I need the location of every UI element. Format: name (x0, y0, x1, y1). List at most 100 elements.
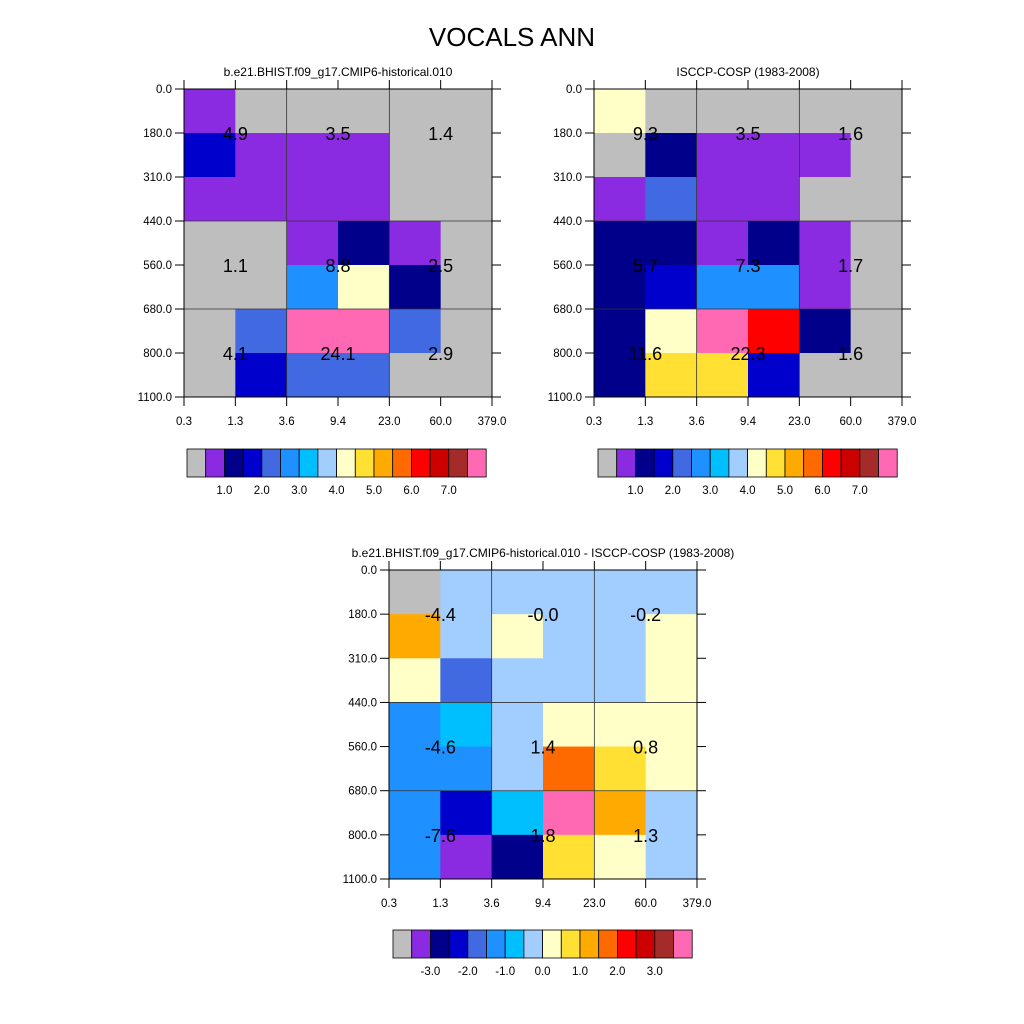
colorbar-label: 4.0 (740, 485, 756, 497)
group-value-label: 24.1 (320, 344, 355, 364)
heatmap-cell (645, 89, 698, 134)
colorbar-box (617, 929, 637, 959)
group-value-label: -4.6 (425, 738, 456, 758)
heatmap-cell (338, 264, 390, 310)
y-tick-label: 560.0 (348, 742, 377, 754)
heatmap-cell (645, 133, 698, 178)
colorbar-box (467, 448, 487, 478)
colorbar-label: 5.0 (777, 485, 793, 497)
heatmap-cell (440, 790, 493, 836)
heatmap-cell (748, 133, 800, 178)
heatmap-cell (594, 221, 646, 266)
heatmap-cell (440, 614, 493, 659)
colorbar-box (261, 448, 281, 478)
colorbar-box (784, 448, 805, 478)
heatmap-cell (850, 177, 903, 222)
colorbar-label: 4.0 (329, 485, 345, 497)
group-value-label: 1.7 (838, 256, 863, 276)
colorbar-label: 1.0 (572, 966, 588, 978)
heatmap-cell (645, 352, 698, 398)
heatmap-cell (184, 133, 236, 178)
group-value-label: 1.8 (530, 826, 555, 846)
heatmap-cell (440, 133, 493, 178)
colorbar-box (317, 448, 337, 478)
y-tick-label: 180.0 (348, 609, 377, 621)
colorbar-box (691, 448, 711, 478)
heatmap-cell (645, 614, 698, 659)
group-value-label: 4.9 (223, 124, 248, 144)
colorbar-label: 2.0 (609, 966, 625, 978)
y-tick-label: 1100.0 (138, 392, 172, 404)
group-value-label: 5.7 (633, 256, 658, 276)
heatmap-cell (440, 702, 493, 747)
colorbar-box (186, 448, 207, 478)
heatmap-cell (696, 352, 749, 398)
heatmap-cell (491, 702, 544, 747)
heatmap-cell (799, 309, 852, 354)
heatmap-cell (491, 790, 544, 836)
heatmap-cell (594, 570, 647, 615)
colorbar-box (410, 448, 431, 478)
heatmap-cell (645, 309, 698, 354)
y-tick-label: 440.0 (553, 216, 582, 228)
colorbar-box (653, 448, 674, 478)
heatmap-cell (491, 614, 544, 659)
colorbar: -3.0 -2.0 -1.0 0.0 1.0 2.0 3.0 (392, 929, 693, 978)
heatmap-cell (645, 264, 698, 310)
heatmap-cell (184, 177, 236, 222)
colorbar-box (859, 448, 879, 478)
heatmap-cell (594, 834, 647, 880)
colorbar-box (616, 448, 636, 478)
heatmap-cell (389, 221, 442, 266)
x-tick-label: 3.6 (689, 416, 705, 428)
colorbar-box (373, 448, 394, 478)
colorbar-label: 6.0 (403, 485, 419, 497)
heatmap-cell (338, 89, 390, 134)
heatmap-cell (645, 746, 698, 792)
heatmap-cell (235, 221, 288, 266)
colorbar-box (673, 929, 693, 959)
heatmap-cell (286, 309, 339, 354)
heatmap-cell (696, 89, 749, 134)
heatmap-cell (440, 746, 493, 792)
colorbar-label: -1.0 (495, 966, 515, 978)
colorbar-box (448, 448, 468, 478)
heatmap-cell (594, 702, 647, 747)
x-tick-label: 1.3 (432, 898, 448, 910)
x-tick-label: 379.0 (683, 898, 712, 910)
x-tick-label: 3.6 (279, 416, 295, 428)
colorbar-label: 3.0 (702, 485, 718, 497)
x-tick-label: 9.4 (740, 416, 757, 428)
panel-title: ISCCP-COSP (1983-2008) (676, 65, 819, 79)
y-tick-label: 680.0 (553, 304, 582, 316)
colorbar-box (354, 448, 375, 478)
heatmap-cell (184, 264, 236, 310)
colorbar-box (598, 929, 618, 959)
colorbar-label: 5.0 (366, 485, 382, 497)
y-tick-label: 1100.0 (343, 874, 377, 886)
colorbar-box (298, 448, 319, 478)
colorbar-label: 2.0 (665, 485, 681, 497)
heatmap-cell (235, 352, 288, 398)
heatmap-cell (594, 790, 647, 836)
y-tick-label: 0.0 (156, 84, 172, 96)
y-tick-label: 180.0 (553, 128, 582, 140)
heatmap-cell (184, 221, 236, 266)
y-tick-label: 310.0 (348, 653, 377, 665)
colorbar-box (223, 448, 244, 478)
colorbar-box (429, 448, 450, 478)
colorbar-box (635, 448, 655, 478)
colorbar-box (336, 448, 356, 478)
colorbar-box (822, 448, 842, 478)
heatmap-cell (645, 702, 698, 747)
y-tick-label: 800.0 (143, 348, 172, 360)
heatmap-cell (235, 133, 288, 178)
group-value-label: 22.3 (730, 344, 765, 364)
y-tick-label: 180.0 (143, 128, 172, 140)
heatmap-cell (389, 834, 441, 880)
heatmap-cell (389, 746, 441, 792)
heatmap-cell (594, 177, 646, 222)
heatmap-cell (491, 746, 544, 792)
heatmap-cell (389, 614, 441, 659)
